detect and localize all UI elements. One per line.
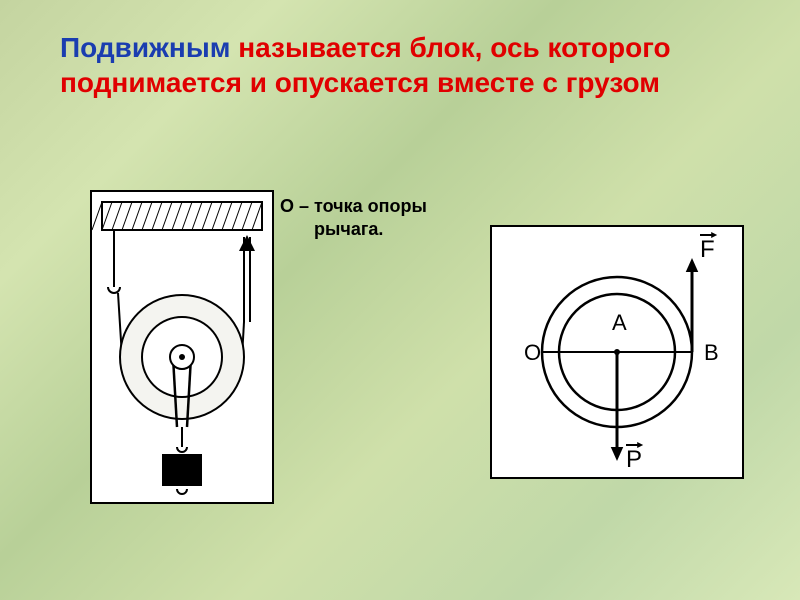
figure-pulley-right: A O B F P — [490, 225, 744, 479]
figure-pulley-left — [90, 190, 274, 504]
caption: О – точка опоры рычага. — [280, 195, 490, 240]
title-accent: Подвижным — [60, 32, 230, 63]
force-diagram: A O B F P — [492, 227, 742, 477]
caption-line1: О – точка опоры — [280, 196, 427, 216]
pulley-diagram — [92, 192, 272, 502]
svg-text:A: A — [612, 310, 627, 335]
slide: Подвижным называется блок, ось которого … — [0, 0, 800, 600]
svg-text:B: B — [704, 340, 719, 365]
slide-title: Подвижным называется блок, ось которого … — [60, 30, 740, 100]
caption-line2: рычага. — [280, 219, 383, 239]
svg-text:O: O — [524, 340, 541, 365]
svg-text:F: F — [700, 236, 715, 263]
svg-text:P: P — [626, 446, 642, 473]
